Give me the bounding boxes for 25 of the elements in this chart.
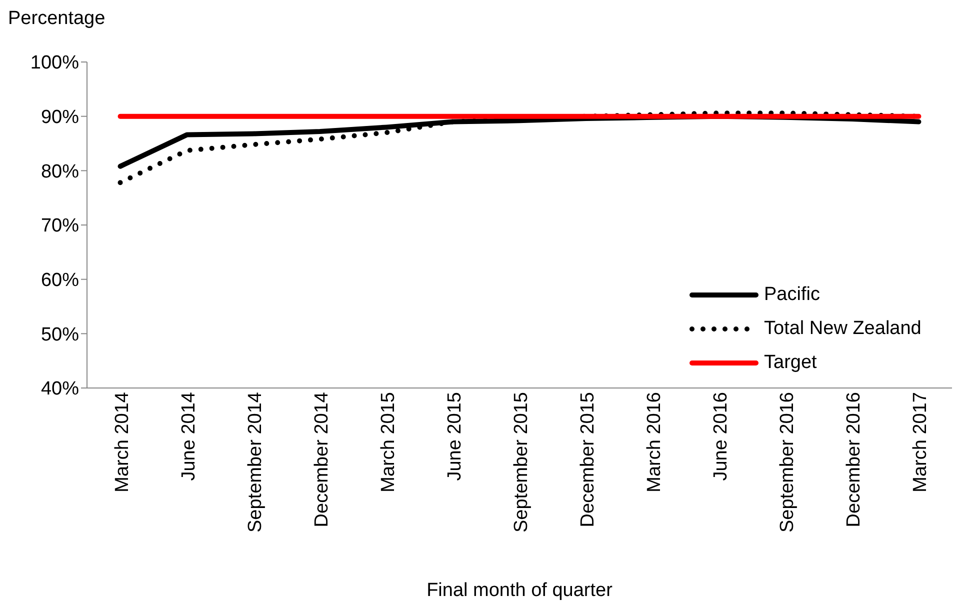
x-axis-title: Final month of quarter [426, 580, 614, 601]
y-tick-label: 60% [40, 270, 80, 292]
y-tick-label: 100% [30, 52, 80, 74]
x-tick-label: September 2016 [777, 392, 798, 532]
y-tick-label: 50% [40, 324, 80, 346]
legend-label: Target [764, 352, 817, 374]
y-tick-label: 40% [40, 378, 80, 400]
y-tick-label: 70% [40, 216, 80, 237]
legend-label: Pacific [764, 284, 820, 306]
x-tick-label: March 2015 [378, 392, 399, 492]
x-tick-label: June 2014 [178, 392, 200, 481]
y-tick-label: 80% [40, 161, 80, 182]
x-tick-label: September 2015 [510, 392, 532, 532]
x-tick-label: March 2017 [910, 392, 932, 492]
x-tick-label: September 2014 [244, 392, 266, 532]
x-tick-label: June 2015 [444, 392, 466, 481]
x-tick-label: March 2014 [112, 392, 133, 492]
x-tick-label: December 2014 [311, 392, 332, 528]
x-tick-label: June 2016 [710, 392, 732, 481]
x-tick-label: December 2015 [578, 392, 599, 528]
legend-label: Total New Zealand [764, 318, 922, 340]
x-tick-label: March 2016 [644, 392, 666, 492]
y-axis-title: Percentage [8, 8, 106, 30]
x-tick-label: December 2016 [844, 392, 865, 528]
y-tick-label: 90% [40, 107, 80, 128]
